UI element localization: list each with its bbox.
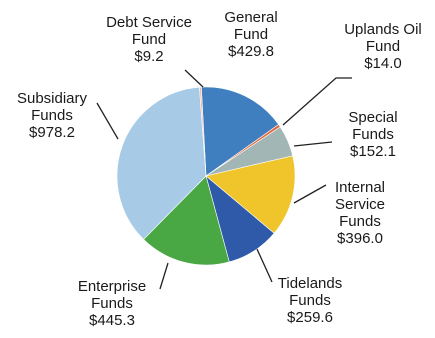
slice-label-7: Debt Service Fund $9.2: [106, 14, 192, 65]
pie-slice-0: [201, 86, 280, 177]
slice-name-1-1: Fund: [366, 38, 400, 55]
pie-slices: [116, 86, 296, 266]
leader-line-7: [184, 69, 204, 88]
slice-name-6-1: Funds: [31, 107, 73, 124]
slice-label-3: Internal Service Funds $396.0: [335, 179, 385, 247]
slice-label-6: Subsidiary Funds $978.2: [17, 90, 88, 141]
slice-value-7: $9.2: [134, 48, 163, 65]
slice-name-1-0: Uplands Oil: [344, 21, 422, 38]
slice-value-6: $978.2: [29, 124, 75, 141]
slice-label-0: General Fund $429.8: [224, 9, 277, 60]
slice-value-2: $152.1: [350, 143, 396, 160]
leader-line-5: [159, 262, 169, 290]
leader-line-1: [282, 77, 352, 126]
slice-value-1: $14.0: [364, 55, 402, 72]
slice-name-0-0: General: [224, 9, 277, 26]
slice-value-5: $445.3: [89, 312, 135, 329]
slice-value-4: $259.6: [287, 309, 333, 326]
slice-label-5: Enterprise Funds $445.3: [78, 278, 146, 329]
slice-value-0: $429.8: [228, 43, 274, 60]
slice-name-7-1: Fund: [132, 31, 166, 48]
pie-slice-3: [205, 155, 296, 234]
slice-name-6-0: Subsidiary: [17, 90, 88, 107]
slice-name-2-1: Funds: [352, 126, 394, 143]
pie-slice-7: [199, 86, 207, 177]
slice-label-2: Special Funds $152.1: [348, 109, 397, 160]
leader-lines: [96, 69, 352, 290]
slice-name-2-0: Special: [348, 109, 397, 126]
slice-value-3: $396.0: [337, 230, 383, 247]
slice-name-3-1: Service: [335, 196, 385, 213]
slice-name-4-0: Tidelands: [278, 275, 342, 292]
slice-name-3-0: Internal: [335, 179, 385, 196]
slice-name-7-0: Debt Service: [106, 14, 192, 31]
slice-name-4-1: Funds: [289, 292, 331, 309]
leader-line-3: [293, 184, 327, 204]
slice-name-5-0: Enterprise: [78, 278, 146, 295]
leader-line-2: [293, 141, 333, 147]
pie-slice-6: [116, 86, 207, 240]
leader-line-6: [96, 102, 119, 140]
slice-name-3-2: Funds: [339, 213, 381, 230]
slice-name-0-1: Fund: [234, 26, 268, 43]
pie-slice-5: [143, 175, 230, 266]
slice-name-5-1: Funds: [91, 295, 133, 312]
leader-line-4: [256, 248, 273, 283]
slice-label-4: Tidelands Funds $259.6: [278, 275, 342, 326]
slice-label-1: Uplands Oil Fund $14.0: [344, 21, 422, 72]
